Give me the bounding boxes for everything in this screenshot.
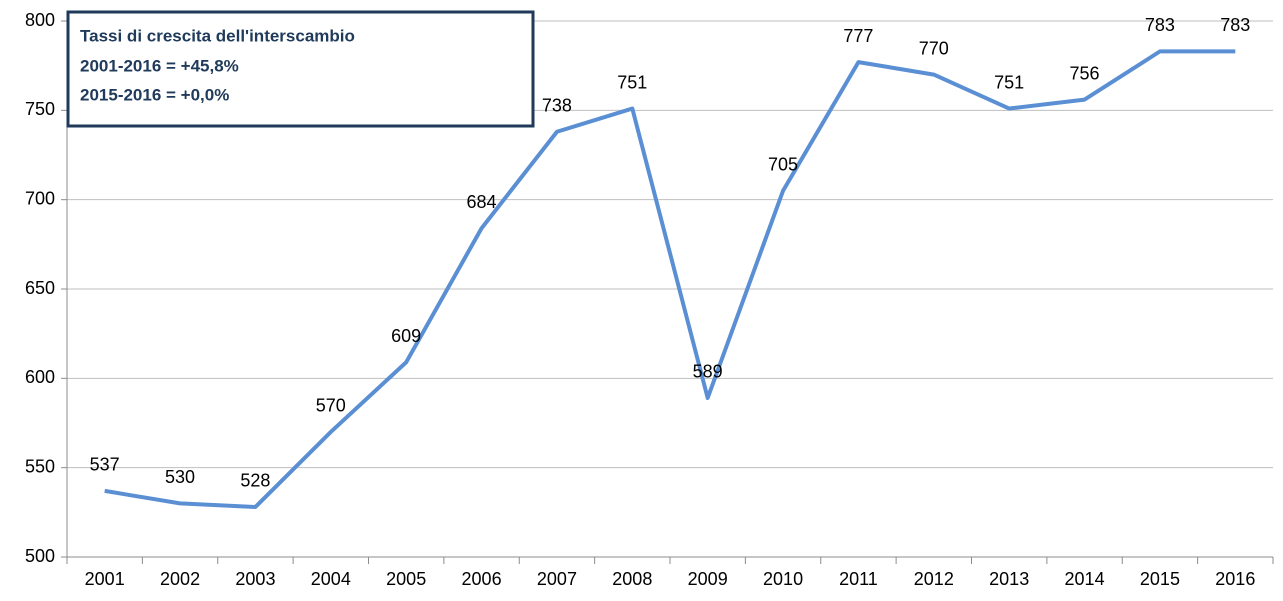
y-tick-label: 800 bbox=[25, 10, 55, 30]
x-tick-label: 2016 bbox=[1215, 569, 1255, 589]
y-tick-label: 650 bbox=[25, 278, 55, 298]
x-tick-label: 2001 bbox=[85, 569, 125, 589]
x-tick-label: 2005 bbox=[386, 569, 426, 589]
data-label: 783 bbox=[1145, 15, 1175, 35]
y-tick-label: 700 bbox=[25, 188, 55, 208]
data-label: 738 bbox=[542, 96, 572, 116]
x-tick-label: 2004 bbox=[311, 569, 351, 589]
annotation-line: 2001-2016 = +45,8% bbox=[80, 56, 239, 75]
y-tick-label: 550 bbox=[25, 456, 55, 476]
x-tick-label: 2006 bbox=[462, 569, 502, 589]
y-tick-label: 600 bbox=[25, 367, 55, 387]
annotation-line: Tassi di crescita dell'interscambio bbox=[80, 26, 355, 45]
line bbox=[104, 49, 1236, 509]
data-label: 537 bbox=[90, 455, 120, 475]
data-label: 751 bbox=[617, 72, 647, 92]
x-tick-label: 2010 bbox=[763, 569, 803, 589]
data-label: 705 bbox=[768, 154, 798, 174]
x-tick-label: 2011 bbox=[839, 569, 878, 589]
x-tick-label: 2012 bbox=[914, 569, 954, 589]
data-label: 609 bbox=[391, 326, 421, 346]
data-label: 756 bbox=[1070, 63, 1100, 83]
x-tick-label: 2014 bbox=[1065, 569, 1105, 589]
x-tick-label: 2015 bbox=[1140, 569, 1180, 589]
data-label: 589 bbox=[693, 362, 723, 382]
annotation-line: 2015-2016 = +0,0% bbox=[80, 85, 229, 104]
data-label: 751 bbox=[994, 72, 1024, 92]
x-tick-label: 2003 bbox=[235, 569, 275, 589]
data-label: 777 bbox=[843, 26, 873, 46]
data-label: 530 bbox=[165, 467, 195, 487]
x-tick-label: 2009 bbox=[688, 569, 728, 589]
data-label: 783 bbox=[1220, 15, 1250, 35]
x-tick-label: 2008 bbox=[612, 569, 652, 589]
data-label: 570 bbox=[316, 396, 346, 416]
x-tick-label: 2002 bbox=[160, 569, 200, 589]
annotation-box bbox=[66, 10, 535, 128]
data-label: 684 bbox=[467, 192, 497, 212]
x-tick-label: 2007 bbox=[537, 569, 577, 589]
y-tick-label: 500 bbox=[25, 546, 55, 566]
data-label: 528 bbox=[240, 471, 270, 491]
data-label: 770 bbox=[919, 38, 949, 58]
x-tick-label: 2013 bbox=[989, 569, 1029, 589]
y-tick-label: 750 bbox=[25, 99, 55, 119]
